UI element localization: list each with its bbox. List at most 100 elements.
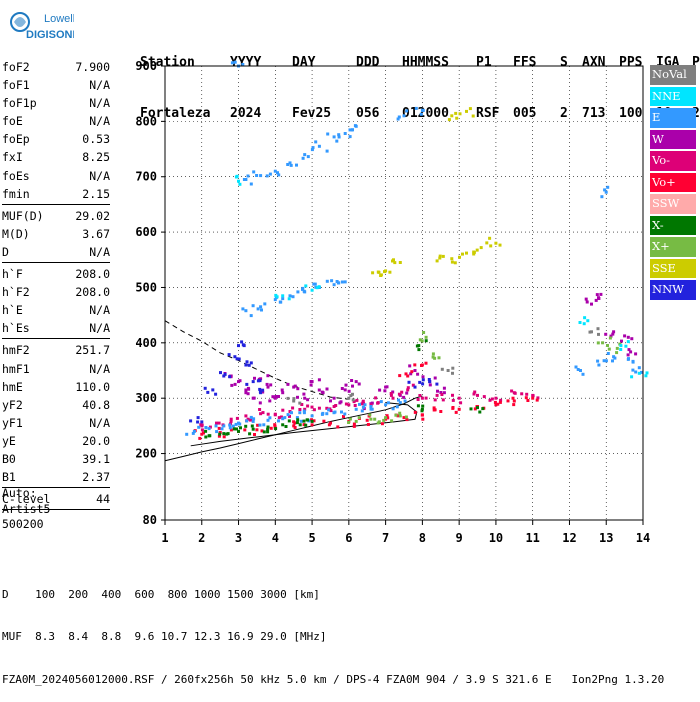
echo-point-Vo+ (410, 370, 414, 374)
echo-point-E (252, 170, 256, 174)
param-value: 251.7 (75, 343, 110, 358)
echo-point-Vo- (312, 408, 316, 412)
echo-point-E (277, 419, 280, 423)
echo-point-Vo+ (366, 423, 370, 426)
echo-point-X+ (398, 414, 402, 418)
param-value: 40.8 (82, 397, 110, 412)
param-row: yF2 40.8 (2, 396, 110, 414)
header-value-2: Fev25 (292, 106, 332, 121)
echo-point-W (351, 384, 354, 388)
echo-point-SSE (441, 254, 445, 258)
echo-point-Vo- (229, 417, 233, 421)
param-row: foF1p N/A (2, 94, 110, 112)
param-name: foF2 (2, 60, 30, 74)
echo-point-NNE (645, 371, 649, 375)
param-value: 29.02 (75, 208, 110, 223)
echo-point-Vo+ (342, 415, 345, 418)
x-tick-label: 8 (419, 531, 426, 545)
echo-point-Vo+ (218, 431, 222, 434)
echo-point-Vo- (288, 414, 291, 418)
echo-point-Vo+ (327, 423, 331, 427)
echo-point-X- (218, 432, 222, 436)
axis-ticks: 1 2 3 4 5 6 7 8 9 10 11 12 13 14802003004005006007008… (135, 59, 650, 545)
echo-point-X+ (384, 416, 388, 420)
param-row: B1 2.37 (2, 468, 110, 486)
echo-point-NNW (428, 380, 432, 384)
echo-point-NNW (418, 380, 422, 384)
echo-point-Vo- (291, 406, 295, 410)
echo-point-X- (235, 427, 238, 431)
param-value: N/A (89, 321, 110, 336)
echo-point-W (385, 385, 389, 389)
echo-point-X- (424, 339, 428, 343)
echo-point-E (325, 412, 329, 416)
echo-point-X+ (615, 351, 619, 355)
echo-point-NoVal (446, 369, 450, 372)
echo-point-Vo+ (511, 396, 515, 400)
param-name: hmF2 (2, 343, 30, 358)
echo-point-W (408, 364, 412, 368)
echo-point-E (283, 416, 287, 420)
param-name: D (2, 244, 9, 259)
echo-point-X+ (377, 420, 381, 424)
echo-point-E (337, 133, 341, 137)
echo-point-X- (415, 344, 419, 348)
param-name: h`Es (2, 321, 30, 336)
echo-point-NNW (261, 388, 265, 392)
legend-item: NNE (650, 86, 696, 106)
echo-point-W (343, 388, 347, 392)
echo-point-NoVal (292, 397, 296, 401)
echo-point-X- (302, 419, 306, 423)
echo-point-E (361, 405, 365, 409)
echo-point-NNW (251, 380, 255, 384)
echo-point-Vo- (355, 398, 359, 402)
param-value: N/A (89, 303, 110, 318)
echo-point-W (347, 389, 351, 393)
echo-point-Vo+ (256, 423, 260, 427)
echo-point-W (258, 401, 262, 405)
echo-point-W (268, 399, 272, 403)
echo-point-Vo- (482, 395, 486, 399)
echo-point-E (197, 425, 201, 429)
echo-point-E (259, 305, 263, 309)
echo-point-Vo+ (402, 416, 406, 420)
echo-point-X- (237, 429, 240, 433)
echo-point-Vo+ (498, 400, 502, 404)
echo-point-W (296, 387, 300, 391)
header-label-11: PS (692, 55, 700, 70)
echo-point-W (594, 298, 598, 302)
legend-item: NNW (650, 280, 696, 300)
param-separator (2, 509, 110, 511)
echo-point-X- (244, 424, 248, 428)
echo-point-Vo+ (292, 420, 296, 424)
echo-point-Vo+ (385, 414, 389, 418)
echo-point-W (325, 387, 329, 391)
plot-frame (164, 65, 644, 521)
y-tick-label: 200 (135, 447, 157, 461)
echo-point-Vo- (229, 419, 233, 423)
echo-point-NNE (237, 179, 240, 183)
scaled-parameters-panel: foF2 7.900 foF1 N/A foF1p N/A foE N/A foEp 0.53 fx… (2, 58, 110, 512)
echo-point-Vo- (200, 423, 204, 427)
echo-point-W (317, 388, 321, 392)
echo-point-Vo+ (302, 423, 306, 427)
echo-point-E (597, 363, 601, 367)
echo-point-E (302, 409, 306, 413)
echo-point-Vo+ (496, 402, 500, 406)
echo-point-NNE (315, 286, 319, 290)
echo-point-E (332, 283, 336, 287)
param-name: foF1p (2, 96, 37, 111)
echo-point-NNW (233, 355, 237, 359)
echo-point-Vo+ (439, 410, 443, 413)
echo-point-Vo- (310, 405, 314, 409)
footer-muf-row: MUF 8.3 8.4 8.8 9.6 10.7 12.3 16.9 29.0 … (2, 630, 327, 644)
echo-point-W (286, 382, 290, 386)
echo-point-W (620, 339, 623, 343)
param-name: yF2 (2, 397, 23, 412)
echo-point-NNW (203, 386, 207, 390)
echo-point-NoVal (292, 399, 296, 403)
echo-point-X+ (398, 411, 402, 415)
echo-point-NNW (223, 372, 227, 376)
echo-point-Vo- (303, 407, 307, 411)
echo-point-Vo+ (380, 422, 384, 426)
